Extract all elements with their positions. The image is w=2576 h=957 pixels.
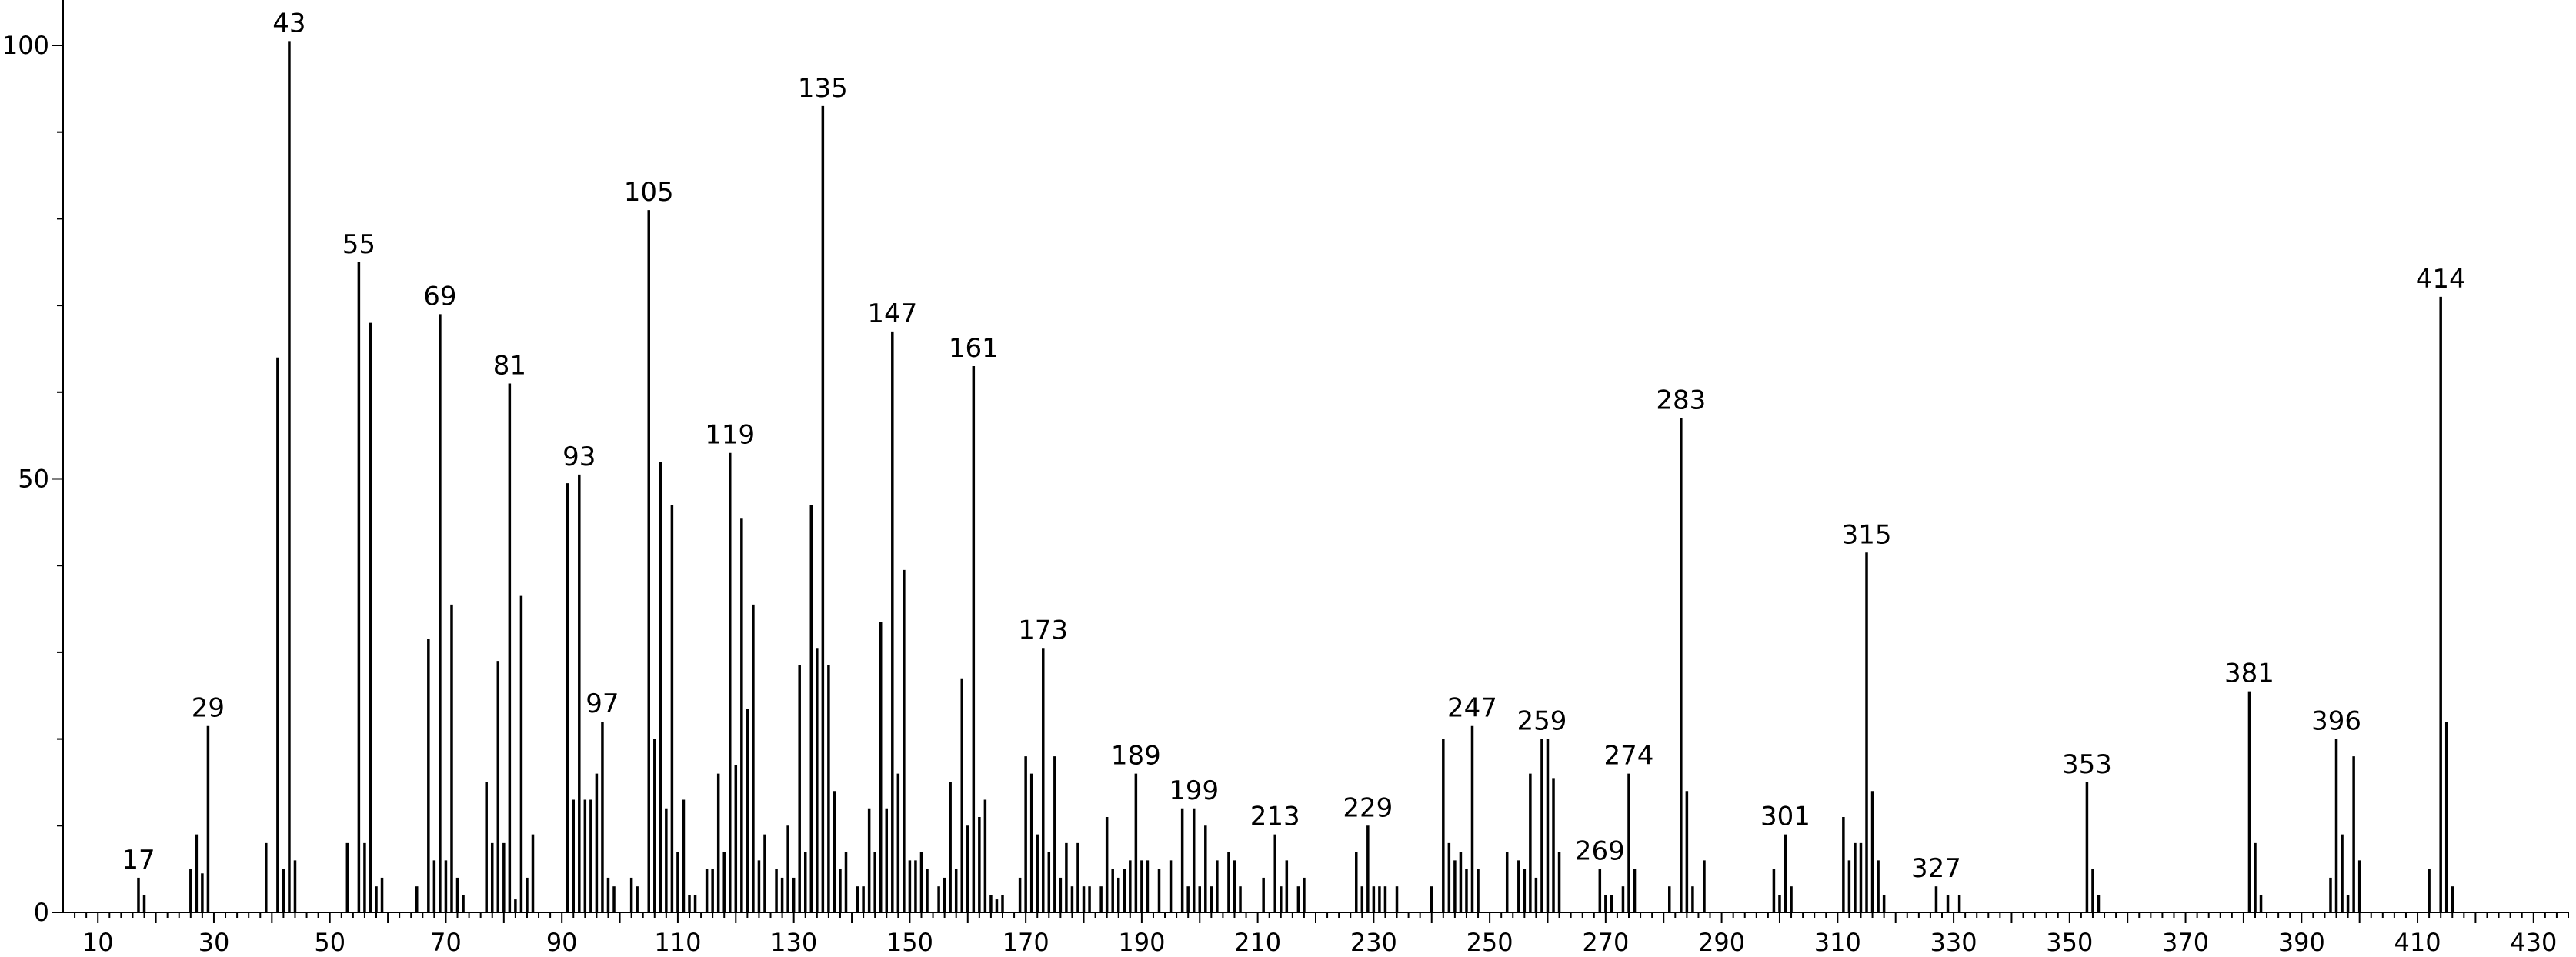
peak-label: 381 [2224,659,2274,689]
peak-label: 269 [1575,836,1625,867]
x-tick-label: 370 [2162,928,2209,957]
peak-label: 97 [586,689,619,719]
peak-label: 229 [1343,792,1393,823]
x-tick-label: 10 [82,928,114,957]
peak-label: 259 [1517,706,1567,737]
peak-label: 199 [1169,775,1219,806]
x-tick-label: 290 [1698,928,1745,957]
y-tick-label: 0 [34,898,49,927]
peak-label: 173 [1018,615,1068,645]
x-tick-label: 110 [654,928,701,957]
x-tick-label: 410 [2394,928,2441,957]
peak-label: 161 [949,333,999,364]
peak-label: 189 [1111,741,1161,772]
peak-label: 327 [1911,853,1961,884]
x-tick-label: 90 [546,928,578,957]
peak-label: 274 [1604,741,1654,772]
x-tick-label: 310 [1814,928,1861,957]
peak-bars [137,41,2454,912]
x-tick-label: 170 [1003,928,1049,957]
peak-label: 69 [423,281,456,312]
peak-label: 247 [1447,693,1497,724]
x-tick-label: 50 [314,928,345,957]
y-tick-label: 50 [18,465,49,494]
peak-label: 43 [272,8,305,38]
x-tick-label: 190 [1118,928,1165,957]
x-tick-label: 210 [1234,928,1281,957]
x-tick-label: 430 [2510,928,2557,957]
peak-label: 29 [192,693,225,724]
peak-label: 17 [122,845,155,875]
y-axis-ticks: 0 50 100 [2,31,63,927]
peak-label: 147 [867,298,917,329]
y-tick-label: 100 [2,31,49,60]
x-tick-label: 130 [770,928,817,957]
peak-label: 213 [1250,802,1300,832]
peak-label: 55 [342,229,375,260]
x-tick-label: 350 [2046,928,2093,957]
x-tick-label: 30 [199,928,230,957]
peak-label: 283 [1656,385,1706,416]
x-tick-label: 270 [1582,928,1629,957]
peak-label: 135 [798,73,848,104]
x-tick-label: 330 [1930,928,1977,957]
peak-label: 396 [2311,706,2361,737]
x-tick-label: 230 [1350,928,1397,957]
peak-label: 315 [1842,519,1892,550]
x-tick-label: 250 [1467,928,1513,957]
peak-label: 105 [624,177,674,208]
peak-label: 119 [705,420,755,451]
x-tick-label: 390 [2278,928,2325,957]
x-tick-label: 150 [886,928,933,957]
peak-label: 414 [2416,264,2466,295]
x-axis-ticks: 10 30 50 70 90 110 130 150 170 190 210 230 250 270 290… [74,912,2569,957]
x-tick-label: 70 [430,928,462,957]
peak-label: 93 [562,442,596,472]
peak-label: 81 [493,351,526,382]
peak-label: 353 [2062,749,2112,780]
peak-label: 301 [1760,802,1810,832]
peak-labels: 17 29 43 55 69 81 93 97 105 119 135 147 161 173 189 199… [122,8,2465,884]
